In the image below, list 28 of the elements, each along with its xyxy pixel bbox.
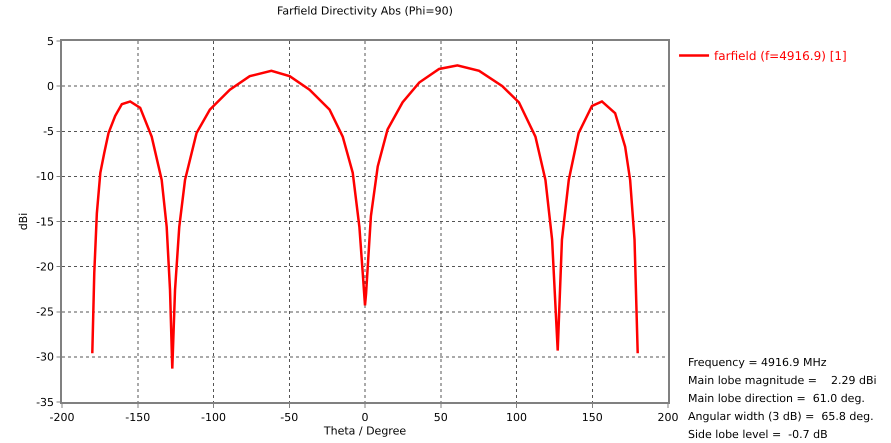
- x-tick-label: 150: [582, 410, 603, 424]
- text: Angular width (3 dB) = 65.8 deg.: [688, 410, 874, 423]
- y-tick-label: -30: [36, 350, 54, 364]
- legend-label: farfield (f=4916.9) [1]: [714, 49, 847, 64]
- x-tick-label: -100: [201, 410, 226, 424]
- y-axis-title: dBi: [17, 212, 30, 230]
- x-tick-label: 0: [362, 410, 368, 424]
- y-tick-label: -35: [36, 396, 54, 409]
- y-tick-label: -5: [43, 125, 54, 138]
- text: Main lobe direction = 61.0 deg.: [688, 392, 865, 405]
- x-tick-label: -50: [280, 410, 298, 424]
- x-tick-label: -150: [125, 410, 150, 424]
- y-tick-label: -15: [36, 215, 54, 228]
- text: Side lobe level = -0.7 dB: [688, 428, 828, 441]
- text: Main lobe magnitude = 2.29 dBi: [688, 374, 877, 387]
- chart-title: Farfield Directivity Abs (Phi=90): [277, 4, 453, 18]
- y-tick-label: -10: [36, 170, 54, 184]
- x-axis-title: Theta / Degree: [322, 424, 406, 438]
- y-tick-label: 5: [47, 34, 54, 48]
- x-tick-label: -200: [50, 410, 74, 424]
- y-tick-label: 0: [47, 80, 54, 93]
- y-tick-label: -25: [36, 306, 54, 319]
- x-tick-label: 50: [434, 410, 448, 424]
- x-tick-label: 200: [658, 410, 678, 424]
- x-tick-label: 100: [506, 410, 527, 424]
- line-series: [91, 64, 639, 370]
- y-tick-label: -20: [36, 260, 54, 274]
- text: Frequency = 4916.9 MHz: [688, 356, 827, 369]
